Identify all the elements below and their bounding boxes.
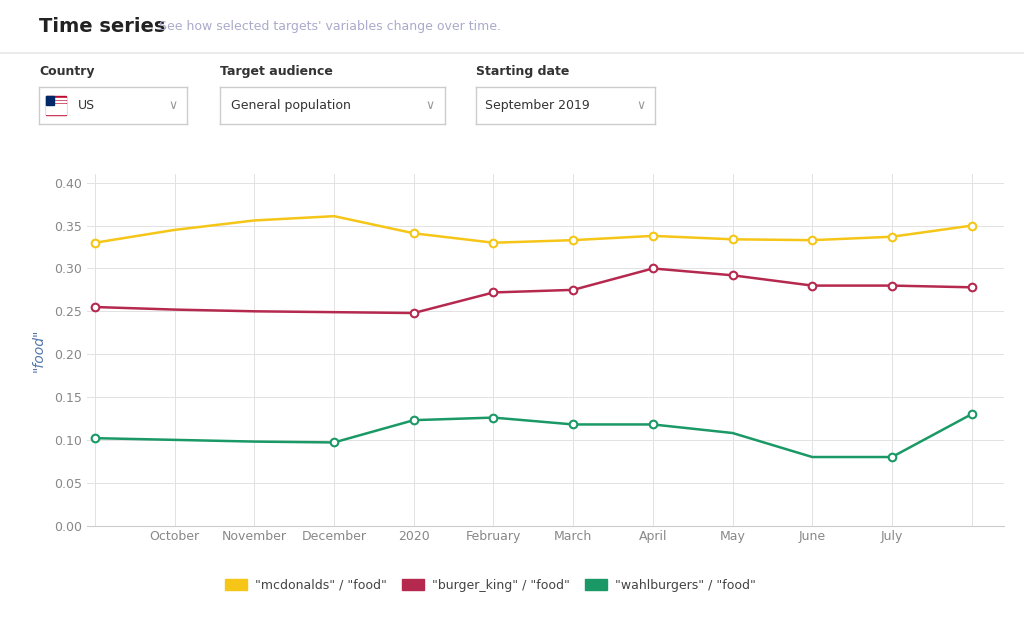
Legend: "mcdonalds" / "food", "burger_king" / "food", "wahlburgers" / "food": "mcdonalds" / "food", "burger_king" / "f…	[220, 573, 761, 596]
Text: ∨: ∨	[168, 100, 177, 112]
Bar	[46, 98, 66, 100]
Bar	[46, 101, 66, 102]
Text: Time series: Time series	[39, 17, 165, 36]
Text: ∨: ∨	[637, 100, 645, 112]
Text: See how selected targets' variables change over time.: See how selected targets' variables chan…	[159, 21, 501, 33]
Text: September 2019: September 2019	[485, 100, 590, 112]
Text: General population: General population	[231, 100, 351, 112]
Text: ∨: ∨	[425, 100, 434, 112]
Bar	[46, 96, 54, 105]
Bar	[46, 106, 66, 108]
Text: Country: Country	[39, 65, 94, 78]
Bar	[46, 104, 66, 105]
Text: US: US	[78, 100, 94, 112]
Y-axis label: "food": "food"	[32, 328, 46, 371]
Bar	[46, 96, 66, 115]
Text: Starting date: Starting date	[476, 65, 569, 78]
Bar	[46, 109, 66, 111]
Bar	[46, 112, 66, 114]
Text: Target audience: Target audience	[220, 65, 333, 78]
